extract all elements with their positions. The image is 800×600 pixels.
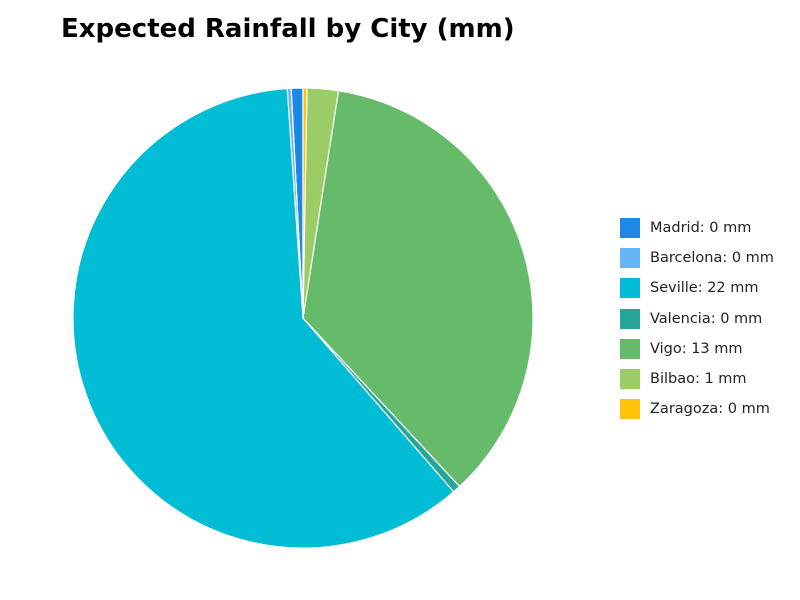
- legend-item-seville: Seville: 22 mm: [620, 278, 774, 299]
- legend-swatch: [620, 278, 640, 299]
- legend-label: Vigo: 13 mm: [650, 340, 743, 357]
- chart-title: Expected Rainfall by City (mm): [61, 14, 515, 44]
- legend: Madrid: 0 mm Barcelona: 0 mm Seville: 22 m…: [620, 218, 774, 429]
- legend-label: Valencia: 0 mm: [650, 310, 763, 327]
- legend-swatch: [620, 248, 640, 269]
- pie-slice-vigo: [302, 90, 534, 488]
- pie-slice-seville: [72, 87, 455, 549]
- legend-item-madrid: Madrid: 0 mm: [620, 218, 774, 238]
- legend-item-bilbao: Bilbao: 1 mm: [620, 368, 774, 389]
- legend-label: Bilbao: 1 mm: [650, 370, 747, 387]
- legend-label: Barcelona: 0 mm: [650, 250, 774, 267]
- legend-swatch: [620, 338, 640, 359]
- legend-item-valencia: Valencia: 0 mm: [620, 308, 774, 329]
- legend-item-vigo: Vigo: 13 mm: [620, 338, 774, 359]
- legend-swatch: [620, 218, 640, 238]
- legend-item-zaragoza: Zaragoza: 0 mm: [620, 399, 774, 420]
- legend-label: Zaragoza: 0 mm: [650, 401, 770, 418]
- legend-swatch: [620, 308, 640, 329]
- legend-label: Madrid: 0 mm: [650, 220, 752, 236]
- pie-slice-zaragoza: [302, 87, 308, 319]
- legend-swatch: [620, 399, 640, 420]
- legend-item-barcelona: Barcelona: 0 mm: [620, 248, 774, 269]
- legend-swatch: [620, 368, 640, 389]
- legend-label: Seville: 22 mm: [650, 280, 759, 297]
